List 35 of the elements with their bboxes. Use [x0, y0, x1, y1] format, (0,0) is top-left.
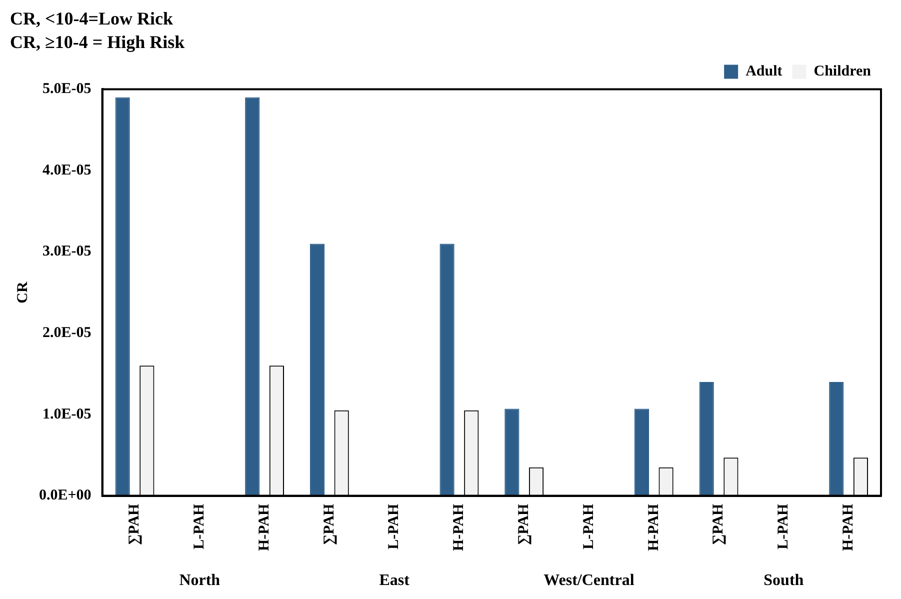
y-tick-label: 5.0E-05: [42, 81, 92, 98]
x-tick-label: ∑PAH: [710, 503, 727, 546]
x-tick-label: H-PAH: [646, 503, 662, 552]
x-tick-label: ∑PAH: [321, 503, 338, 546]
bar: [245, 97, 260, 496]
y-tick-label: 3.0E-05: [42, 244, 92, 260]
x-tick-label: ∑PAH: [516, 503, 532, 546]
y-tick-label: 1.0E-05: [42, 406, 92, 422]
bar: [634, 408, 650, 496]
bar: [829, 382, 844, 496]
x-tick-label: L-PAH: [386, 503, 402, 550]
x-tick-label: H-PAH: [451, 503, 468, 552]
bar: [115, 97, 130, 496]
text: East: [379, 572, 410, 590]
chart-title: CR, <10-4=Low Rick: [10, 8, 174, 28]
text: North: [179, 572, 220, 590]
text: West/Central: [544, 572, 635, 590]
x-tick-label: H-PAH: [256, 503, 272, 552]
bar: [699, 382, 714, 496]
text: South: [764, 572, 804, 590]
x-tick-label: L-PAH: [776, 503, 792, 550]
x-tick-label: L-PAH: [580, 503, 597, 550]
y-tick-label: 2.0E-05: [42, 325, 92, 342]
bar: [310, 244, 325, 496]
x-tick-label: H-PAH: [840, 503, 856, 552]
legend-label: Adult: [746, 64, 782, 80]
y-tick-label: 4.0E-05: [42, 162, 92, 178]
chart-subtitle: CR, ≥10-4 = High Risk: [10, 32, 185, 52]
bar: [440, 244, 454, 496]
x-tick-label: L-PAH: [192, 503, 208, 550]
legend-label: Children: [814, 64, 872, 80]
y-axis-title: CR: [14, 281, 31, 304]
y-tick-label: 0.0E+00: [38, 488, 92, 504]
bar: [504, 408, 520, 496]
x-tick-label: ∑PAH: [126, 503, 143, 546]
